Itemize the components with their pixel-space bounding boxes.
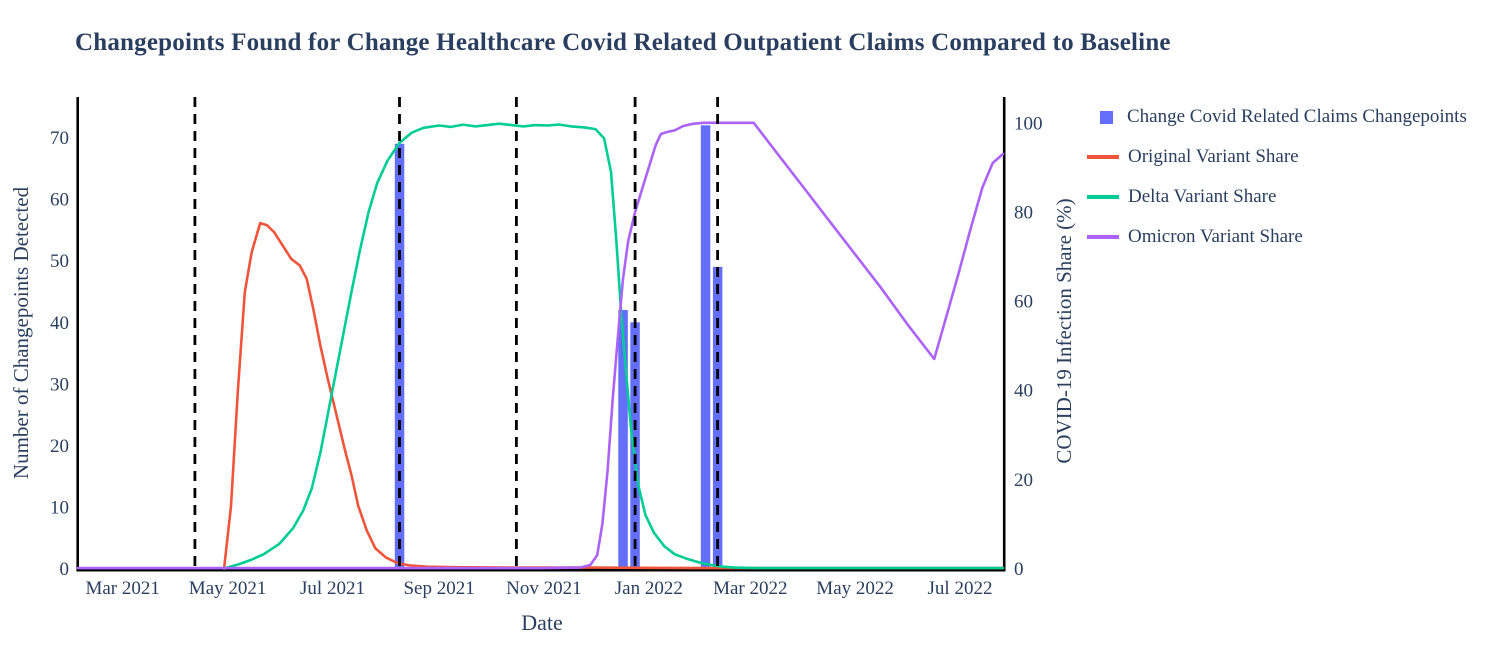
y-right-tick-label: 20: [1014, 470, 1033, 491]
x-tick-label: Mar 2021: [85, 578, 159, 599]
original-variant-line-swatch-icon: [1087, 155, 1119, 159]
delta-variant-line: [222, 122, 1005, 570]
x-tick-label: Nov 2021: [506, 578, 581, 599]
legend-item-delta-variant[interactable]: Delta Variant Share: [1086, 177, 1467, 217]
x-tick-label: Mar 2022: [713, 578, 787, 599]
legend-item-changepoints[interactable]: Change Covid Related Claims Changepoints: [1086, 97, 1467, 137]
changepoint-bar: [712, 266, 723, 569]
changepoint-bar: [618, 310, 628, 569]
x-tick-label: Jul 2021: [300, 578, 365, 599]
y-left-tick-label: 0: [60, 559, 70, 580]
legend-label-omicron-variant: Omicron Variant Share: [1128, 226, 1303, 247]
x-axis-title: Date: [521, 610, 563, 635]
y-right-tick-label: 40: [1014, 381, 1033, 402]
y-left-axis-title: Number of Changepoints Detected: [9, 186, 33, 480]
y-left-tick-label: 30: [50, 374, 69, 395]
y-right-axis-title: COVID-19 Infection Share (%): [1052, 198, 1076, 464]
omicron-variant-line-swatch-icon: [1087, 235, 1119, 239]
y-right-tick-label: 60: [1014, 292, 1033, 313]
legend-item-original-variant[interactable]: Original Variant Share: [1086, 137, 1467, 177]
changepoint-bar: [700, 125, 711, 569]
legend: Change Covid Related Claims Changepoints…: [1086, 97, 1467, 257]
y-left-tick-label: 60: [50, 190, 69, 211]
legend-label-changepoints: Change Covid Related Claims Changepoints: [1127, 106, 1467, 127]
y-left-tick-label: 20: [50, 436, 69, 457]
x-tick-label: Jul 2022: [928, 578, 993, 599]
y-left-tick-label: 50: [50, 251, 69, 272]
y-left-tick-label: 70: [50, 128, 69, 149]
legend-label-original-variant: Original Variant Share: [1128, 146, 1299, 167]
changepoints-bar-swatch-icon: [1100, 110, 1113, 124]
x-tick-label: Sep 2021: [403, 578, 474, 599]
y-left-tick-label: 10: [50, 497, 69, 518]
y-right-tick-label: 100: [1014, 113, 1043, 134]
legend-item-omicron-variant[interactable]: Omicron Variant Share: [1086, 217, 1467, 257]
chart-title: Changepoints Found for Change Healthcare…: [75, 29, 1171, 56]
omicron-variant-line: [76, 121, 1005, 570]
x-tick-label: May 2021: [189, 578, 267, 599]
y-left-tick-label: 40: [50, 313, 69, 334]
y-right-tick-label: 0: [1014, 559, 1024, 580]
y-right-tick-label: 80: [1014, 203, 1033, 224]
x-tick-label: May 2022: [816, 578, 894, 599]
delta-variant-line-swatch-icon: [1087, 195, 1119, 199]
x-tick-label: Jan 2022: [615, 578, 683, 599]
legend-label-delta-variant: Delta Variant Share: [1128, 186, 1277, 207]
